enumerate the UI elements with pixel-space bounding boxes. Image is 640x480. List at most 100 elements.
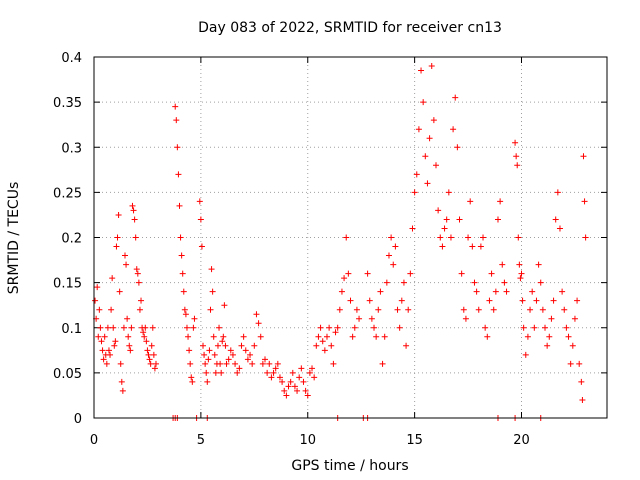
data-point [150, 351, 157, 358]
data-point [407, 270, 414, 277]
data-point [356, 315, 363, 322]
data-point [556, 225, 563, 232]
data-point [197, 216, 204, 223]
data-point [447, 234, 454, 241]
data-point [223, 360, 230, 367]
data-point [488, 270, 495, 277]
data-point [133, 266, 140, 273]
data-point [388, 234, 395, 241]
data-point [422, 153, 429, 160]
x-tick-labels: 0 5 10 15 20 [90, 433, 530, 448]
data-point [411, 189, 418, 196]
y-tick-label: 0.4 [61, 51, 82, 66]
data-point [492, 288, 499, 295]
data-point [204, 378, 211, 385]
data-point [418, 67, 425, 74]
data-point [430, 117, 437, 124]
data-point [203, 369, 210, 376]
data-point [214, 342, 221, 349]
data-point [201, 351, 208, 358]
data-point [450, 126, 457, 133]
data-point [181, 306, 188, 313]
data-point [546, 333, 553, 340]
data-point [319, 338, 326, 345]
data-point [336, 306, 343, 313]
data-point [134, 270, 141, 277]
data-point [145, 351, 152, 358]
data-point [366, 297, 373, 304]
data-point [375, 306, 382, 313]
data-point [205, 356, 212, 363]
data-point [298, 365, 305, 372]
data-point [554, 189, 561, 196]
data-point [349, 333, 356, 340]
data-point [142, 324, 149, 331]
data-point [580, 153, 587, 160]
data-point [475, 306, 482, 313]
data-point [548, 315, 555, 322]
data-point [208, 266, 215, 273]
y-tick-label: 0.35 [53, 96, 82, 111]
y-tick-label: 0 [74, 412, 82, 427]
data-point [571, 315, 578, 322]
data-point [424, 180, 431, 187]
data-point [517, 275, 524, 282]
data-point [177, 234, 184, 241]
data-point [191, 315, 198, 322]
data-point [146, 356, 153, 363]
data-point [249, 360, 256, 367]
data-point [550, 297, 557, 304]
data-point [187, 360, 194, 367]
data-point [516, 261, 523, 268]
data-point [225, 356, 232, 363]
data-point [524, 333, 531, 340]
data-point [552, 216, 559, 223]
data-point [183, 324, 190, 331]
data-point [287, 378, 294, 385]
data-point [105, 347, 112, 354]
y-tick-label: 0.1 [61, 322, 82, 337]
data-point [296, 374, 303, 381]
data-point [211, 351, 218, 358]
data-point [172, 103, 179, 110]
data-point [144, 347, 151, 354]
data-point [563, 324, 570, 331]
data-point [227, 347, 234, 354]
data-point [100, 356, 107, 363]
data-point [116, 288, 123, 295]
data-point [341, 275, 348, 282]
data-point [124, 315, 131, 322]
data-point [462, 315, 469, 322]
data-point [578, 378, 585, 385]
data-point [138, 297, 145, 304]
data-point [499, 261, 506, 268]
data-point [433, 162, 439, 169]
data-point [291, 383, 298, 390]
data-point [109, 275, 116, 282]
data-point [285, 383, 292, 390]
data-point [574, 297, 581, 304]
data-point [152, 360, 159, 367]
data-point [559, 288, 566, 295]
data-point [185, 333, 192, 340]
data-point [135, 279, 142, 286]
data-point [274, 360, 281, 367]
data-point [477, 243, 484, 250]
data-point [255, 320, 262, 327]
data-point [371, 324, 378, 331]
data-point [565, 333, 572, 340]
data-point [219, 338, 226, 345]
data-point [435, 207, 442, 214]
data-point [283, 392, 290, 399]
data-point [347, 297, 354, 304]
data-point [527, 306, 534, 313]
data-point [276, 374, 283, 381]
data-point [405, 306, 412, 313]
data-point [175, 171, 182, 178]
data-point [579, 396, 586, 403]
data-point [279, 378, 286, 385]
data-point [111, 342, 118, 349]
data-point [383, 279, 390, 286]
data-point [467, 198, 474, 205]
